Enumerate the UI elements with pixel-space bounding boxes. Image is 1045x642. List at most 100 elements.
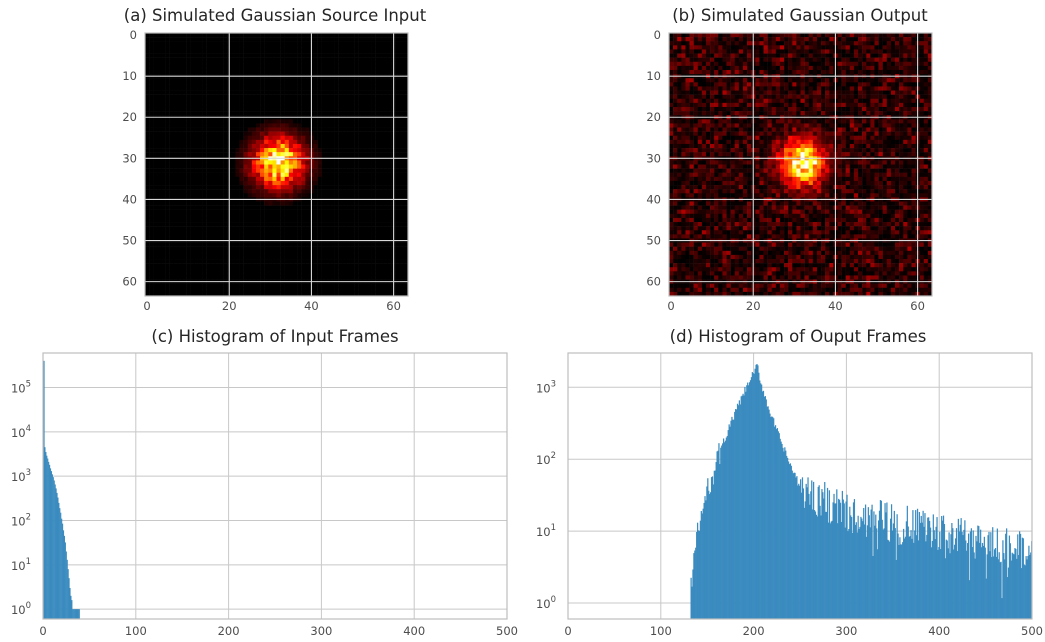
heatmap-cell bbox=[342, 152, 347, 157]
heatmap-cell bbox=[194, 222, 199, 227]
heatmap-cell bbox=[165, 94, 170, 99]
heatmap-cell bbox=[284, 135, 290, 141]
heatmap-cell bbox=[301, 78, 306, 83]
heatmap-cell bbox=[206, 271, 211, 276]
heatmap-cell bbox=[317, 148, 322, 153]
heatmap-cell bbox=[243, 41, 248, 46]
heatmap-cell bbox=[239, 131, 244, 136]
heatmap-cell bbox=[161, 69, 166, 75]
heatmap-cell bbox=[173, 69, 179, 75]
heatmap-cell bbox=[280, 209, 285, 215]
heatmap-cell bbox=[260, 267, 265, 272]
heatmap-cell bbox=[395, 78, 401, 83]
heatmap-cell bbox=[305, 209, 310, 215]
heatmap-cell bbox=[218, 230, 224, 235]
heatmap-cell bbox=[157, 127, 162, 132]
heatmap-cell bbox=[157, 164, 162, 169]
heatmap-cell bbox=[325, 111, 331, 116]
heatmap-cell bbox=[726, 41, 731, 46]
heatmap-cell bbox=[206, 168, 211, 173]
heatmap-cell bbox=[317, 222, 322, 227]
heatmap-cell bbox=[149, 271, 154, 276]
heatmap-cell bbox=[206, 259, 211, 264]
heatmap-cell bbox=[334, 45, 339, 50]
heatmap-cell bbox=[334, 267, 339, 272]
heatmap-cell bbox=[697, 53, 703, 58]
heatmap-cell bbox=[317, 201, 322, 206]
heatmap-cell bbox=[350, 185, 355, 190]
heatmap-cell bbox=[742, 53, 748, 58]
heatmap-cell bbox=[329, 291, 335, 297]
heatmap-cell bbox=[186, 139, 191, 145]
heatmap-cell bbox=[239, 291, 244, 297]
heatmap-cell bbox=[747, 86, 752, 91]
heatmap-cell bbox=[395, 41, 401, 46]
heatmap-cell bbox=[371, 119, 376, 124]
heatmap-cell bbox=[247, 131, 253, 136]
heatmap-cell bbox=[338, 102, 343, 108]
heatmap-cell bbox=[223, 222, 228, 227]
heatmap-cell bbox=[903, 61, 908, 67]
heatmap-cell bbox=[177, 275, 183, 280]
heatmap-cell bbox=[821, 41, 826, 46]
heatmap-cell bbox=[890, 78, 896, 83]
heatmap-cell bbox=[366, 45, 372, 50]
heatmap-cell bbox=[325, 98, 331, 104]
heatmap-cell bbox=[784, 69, 789, 75]
heatmap-cell bbox=[186, 131, 191, 136]
heatmap-cell bbox=[718, 49, 723, 54]
heatmap-cell bbox=[677, 57, 682, 63]
heatmap-cell bbox=[866, 57, 871, 63]
heatmap-cell bbox=[338, 37, 343, 42]
heatmap-cell bbox=[387, 143, 392, 149]
heatmap-cell bbox=[231, 230, 236, 235]
heatmap-cell bbox=[297, 90, 302, 95]
heatmap-cell bbox=[284, 246, 290, 252]
heatmap-cell bbox=[329, 168, 335, 173]
heatmap-cell bbox=[808, 61, 814, 67]
heatmap-cell bbox=[210, 176, 216, 182]
heatmap-cell bbox=[829, 53, 834, 58]
heatmap-cell bbox=[317, 123, 322, 128]
heatmap-cell bbox=[784, 57, 789, 63]
heatmap-cell bbox=[169, 90, 175, 95]
heatmap-cell bbox=[181, 217, 187, 223]
heatmap-cell bbox=[301, 69, 306, 75]
heatmap-cell bbox=[276, 193, 281, 198]
heatmap-cell bbox=[173, 217, 179, 223]
heatmap-cell bbox=[701, 57, 707, 63]
heatmap-cell bbox=[334, 94, 339, 99]
heatmap-cell bbox=[788, 53, 793, 58]
heatmap-cell bbox=[288, 254, 294, 260]
heatmap-cell bbox=[800, 49, 805, 54]
heatmap-cell bbox=[321, 250, 327, 256]
heatmap-cell bbox=[255, 135, 261, 141]
heatmap-cell bbox=[157, 168, 162, 173]
heatmap-cell bbox=[194, 291, 199, 297]
heatmap-cell bbox=[149, 217, 154, 223]
heatmap-cell bbox=[235, 139, 240, 145]
heatmap-cell bbox=[862, 37, 867, 42]
heatmap-cell bbox=[338, 94, 343, 99]
heatmap-cell bbox=[276, 164, 281, 169]
heatmap-cell bbox=[338, 246, 343, 252]
heatmap-cell bbox=[284, 57, 290, 63]
heatmap-cell bbox=[288, 57, 294, 63]
heatmap-cell bbox=[231, 217, 236, 223]
heatmap-cell bbox=[313, 226, 318, 231]
heatmap-cell bbox=[890, 45, 896, 50]
heatmap-cell bbox=[387, 86, 392, 91]
panel-a-image bbox=[145, 33, 409, 297]
heatmap-cell bbox=[371, 250, 376, 256]
heatmap-cell bbox=[689, 57, 694, 63]
heatmap-cell bbox=[247, 90, 253, 95]
heatmap-cell bbox=[387, 61, 392, 67]
heatmap-cell bbox=[235, 53, 240, 58]
heatmap-cell bbox=[218, 131, 224, 136]
heatmap-cell bbox=[243, 143, 248, 149]
heatmap-cell bbox=[169, 230, 175, 235]
heatmap-cell bbox=[214, 185, 220, 190]
heatmap-cell bbox=[779, 49, 785, 54]
heatmap-cell bbox=[173, 160, 179, 165]
